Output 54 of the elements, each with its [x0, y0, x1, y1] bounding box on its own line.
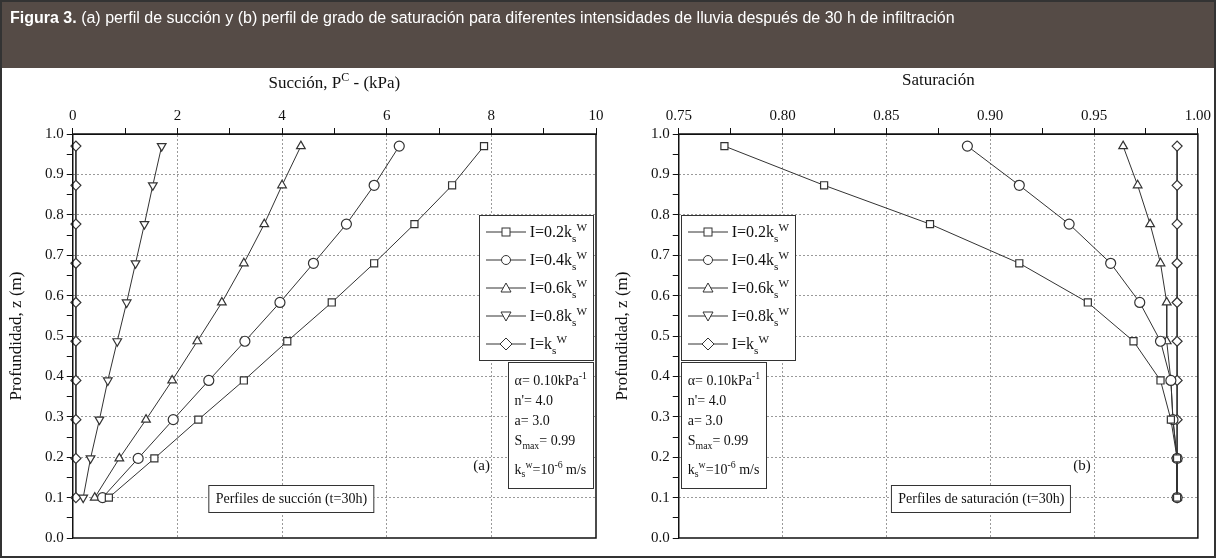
y-axis-title: Profundidad, z (m): [612, 271, 632, 401]
annotation: (a): [473, 457, 490, 475]
annotation: S$_{max}$= 0.99: [514, 431, 577, 453]
annotation: α= 0.10kPa$^{-1}$: [687, 369, 761, 390]
y-tick-label: 0.6: [651, 286, 671, 303]
x-tick-label: 0.95: [1080, 106, 1108, 123]
y-tick-label: 0.9: [45, 165, 64, 182]
annotation: Perfiles de saturación (t=30h): [891, 485, 1072, 514]
annotation: a= 3.0: [687, 411, 724, 430]
y-tick-label: 0.2: [651, 448, 670, 465]
x-tick-label: 8: [487, 106, 496, 123]
y-tick-label: 0.5: [45, 326, 64, 343]
y-tick-label: 1.0: [45, 124, 64, 141]
x-tick-label: 0.80: [769, 106, 796, 123]
y-tick-label: 0.4: [651, 367, 671, 384]
annotation: n'= 4.0: [514, 391, 554, 410]
y-tick-label: 0.7: [651, 246, 671, 263]
x-tick-label: 4: [278, 106, 287, 123]
y-tick-label: 0.1: [651, 488, 670, 505]
chart-subtitle: (a) perfil de succión y (b) perfil de grado de saturación para diferentes intensidades de lluvia después de 30 h de infiltración: [81, 9, 955, 26]
annotation: Perfiles de succión (t=30h): [208, 485, 375, 514]
y-tick-label: 0.5: [651, 326, 670, 343]
annotation: α= 0.10kPa$^{-1}$: [514, 369, 587, 390]
annotation: S$_{max}$= 0.99: [687, 431, 750, 453]
x-tick-label: 0: [69, 106, 77, 123]
chart-title: Figura 3.: [10, 9, 77, 26]
annotation: n'= 4.0: [687, 391, 728, 410]
annotation: k$_{s}$$^{w}$=10$^{-6}$ m/s: [687, 458, 761, 482]
y-tick-label: 0.9: [651, 165, 670, 182]
annotation: a= 3.0: [514, 411, 551, 430]
y-tick-label: 0.7: [45, 246, 65, 263]
y-axis-title: Profundidad, z (m): [6, 271, 26, 401]
y-tick-label: 0.3: [45, 407, 64, 424]
x-axis-title: Succión, P$^{C}$ - (kPa): [268, 70, 401, 93]
y-tick-label: 1.0: [651, 124, 670, 141]
y-tick-label: 0.8: [651, 205, 670, 222]
y-tick-label: 0.2: [45, 448, 64, 465]
annotation: k$_{s}$$^{w}$=10$^{-6}$ m/s: [514, 458, 587, 482]
x-tick-label: 0.75: [665, 106, 692, 123]
y-tick-label: 0.8: [45, 205, 64, 222]
y-tick-label: 0.0: [651, 528, 670, 545]
y-tick-label: 0.0: [45, 528, 64, 545]
x-tick-label: 1.00: [1184, 106, 1211, 123]
x-tick-label: 10: [588, 106, 604, 123]
x-tick-label: 2: [173, 106, 182, 123]
y-tick-label: 0.4: [45, 367, 65, 384]
annotation: (b): [1073, 457, 1091, 475]
y-tick-label: 0.1: [45, 488, 64, 505]
y-tick-label: 0.6: [45, 286, 65, 303]
x-tick-label: 0.90: [977, 106, 1004, 123]
x-tick-label: 6: [382, 106, 391, 123]
y-tick-label: 0.3: [651, 407, 670, 424]
x-tick-label: 0.85: [873, 106, 900, 123]
x-axis-title: Saturación: [901, 70, 975, 90]
